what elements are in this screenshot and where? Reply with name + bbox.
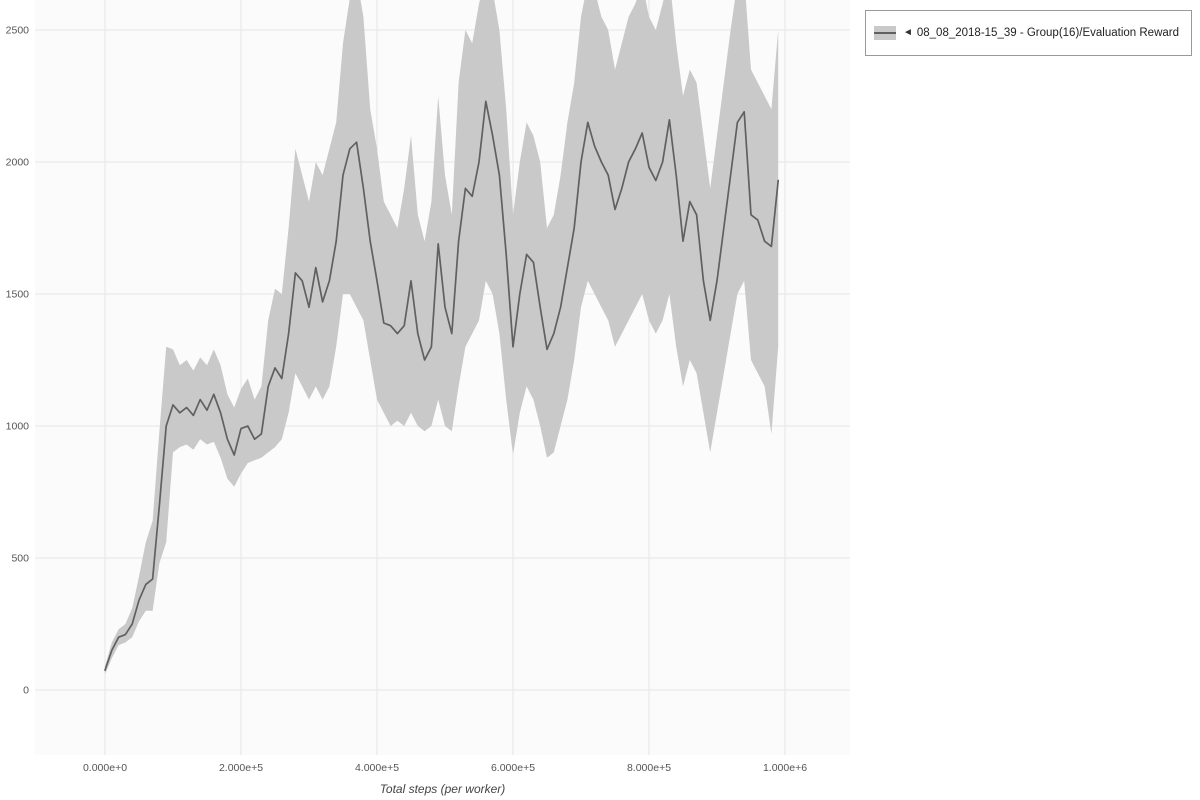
svg-text:6.000e+5: 6.000e+5 bbox=[491, 762, 535, 774]
svg-text:0: 0 bbox=[23, 685, 29, 697]
legend-band-swatch-icon bbox=[873, 26, 896, 40]
svg-text:0.000e+0: 0.000e+0 bbox=[83, 762, 127, 774]
legend[interactable]: ◄ 08_08_2018-15_39 - Group(16)/Evaluatio… bbox=[864, 10, 1192, 56]
confidence-band bbox=[105, 0, 779, 675]
legend-line-swatch-icon bbox=[873, 32, 896, 34]
svg-text:8.000e+5: 8.000e+5 bbox=[627, 762, 671, 774]
y-tick-labels: 0 500 1000 1500 2000 2500 bbox=[6, 25, 30, 697]
svg-text:2000: 2000 bbox=[6, 157, 30, 169]
svg-text:1500: 1500 bbox=[6, 289, 30, 301]
x-tick-labels: 0.000e+0 2.000e+5 4.000e+5 6.000e+5 8.000e+5… bbox=[83, 762, 807, 774]
svg-text:1000: 1000 bbox=[6, 421, 30, 433]
svg-text:2.000e+5: 2.000e+5 bbox=[219, 762, 263, 774]
x-axis-label: Total steps (per worker) bbox=[379, 782, 506, 796]
svg-text:2500: 2500 bbox=[6, 25, 30, 37]
svg-text:500: 500 bbox=[11, 553, 29, 565]
mean-reward-line bbox=[104, 100, 780, 672]
svg-text:1.000e+6: 1.000e+6 bbox=[763, 762, 807, 774]
legend-label: 08_08_2018-15_39 - Group(16)/Evaluation … bbox=[916, 27, 1179, 39]
collapse-left-icon[interactable]: ◄ bbox=[902, 27, 913, 38]
svg-text:4.000e+5: 4.000e+5 bbox=[355, 762, 399, 774]
